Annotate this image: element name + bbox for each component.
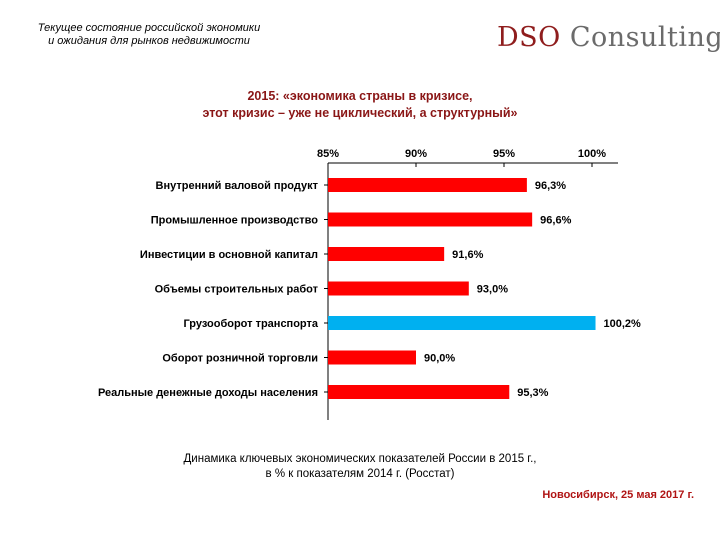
company-logo: DSO Consulting (497, 22, 720, 53)
value-label: 95,3% (517, 387, 548, 399)
category-label: Объемы строительных работ (155, 284, 319, 296)
category-label: Промышленное производство (151, 215, 319, 227)
x-tick-label: 95% (493, 148, 515, 160)
value-label: 93,0% (477, 284, 508, 296)
category-label: Оборот розничной торговли (162, 353, 318, 365)
logo-dso: DSO (497, 22, 561, 53)
bar (328, 212, 533, 227)
category-label: Инвестиции в основной капитал (140, 249, 318, 261)
value-label: 100,2% (604, 318, 642, 330)
value-label: 96,6% (540, 215, 571, 227)
header-line-1: Текущее состояние российской экономики (37, 22, 261, 34)
slide-title: 2015: «экономика страны в кризисе, этот … (100, 88, 620, 122)
bar (328, 350, 416, 365)
bar (328, 385, 510, 399)
x-tick-label: 90% (405, 148, 427, 160)
title-line-2: этот кризис – уже не циклический, а стру… (202, 106, 518, 120)
chart-caption: Динамика ключевых экономических показате… (100, 452, 620, 482)
value-label: 90,0% (424, 353, 455, 365)
footer-date: Новосибирск, 25 мая 2017 г. (542, 489, 694, 501)
value-label: 96,3% (535, 180, 566, 192)
title-line-1: 2015: «экономика страны в кризисе, (247, 89, 473, 103)
bar (328, 281, 469, 296)
bar (328, 247, 445, 261)
value-label: 91,6% (452, 249, 483, 261)
category-label: Реальные денежные доходы населения (98, 387, 318, 399)
bar (328, 178, 527, 192)
category-label: Грузооборот транспорта (183, 318, 318, 330)
caption-line-1: Динамика ключевых экономических показате… (183, 453, 537, 465)
category-label: Внутренний валовой продукт (156, 180, 319, 192)
x-tick-label: 85% (317, 148, 339, 160)
logo-consulting: Consulting (569, 22, 720, 53)
bar (328, 316, 596, 330)
header-line-2: и ожидания для рынков недвижимости (48, 35, 250, 47)
caption-line-2: в % к показателям 2014 г. (Росстат) (265, 468, 455, 480)
presentation-header: Текущее состояние российской экономики и… (14, 22, 284, 48)
x-tick-label: 100% (578, 148, 606, 160)
